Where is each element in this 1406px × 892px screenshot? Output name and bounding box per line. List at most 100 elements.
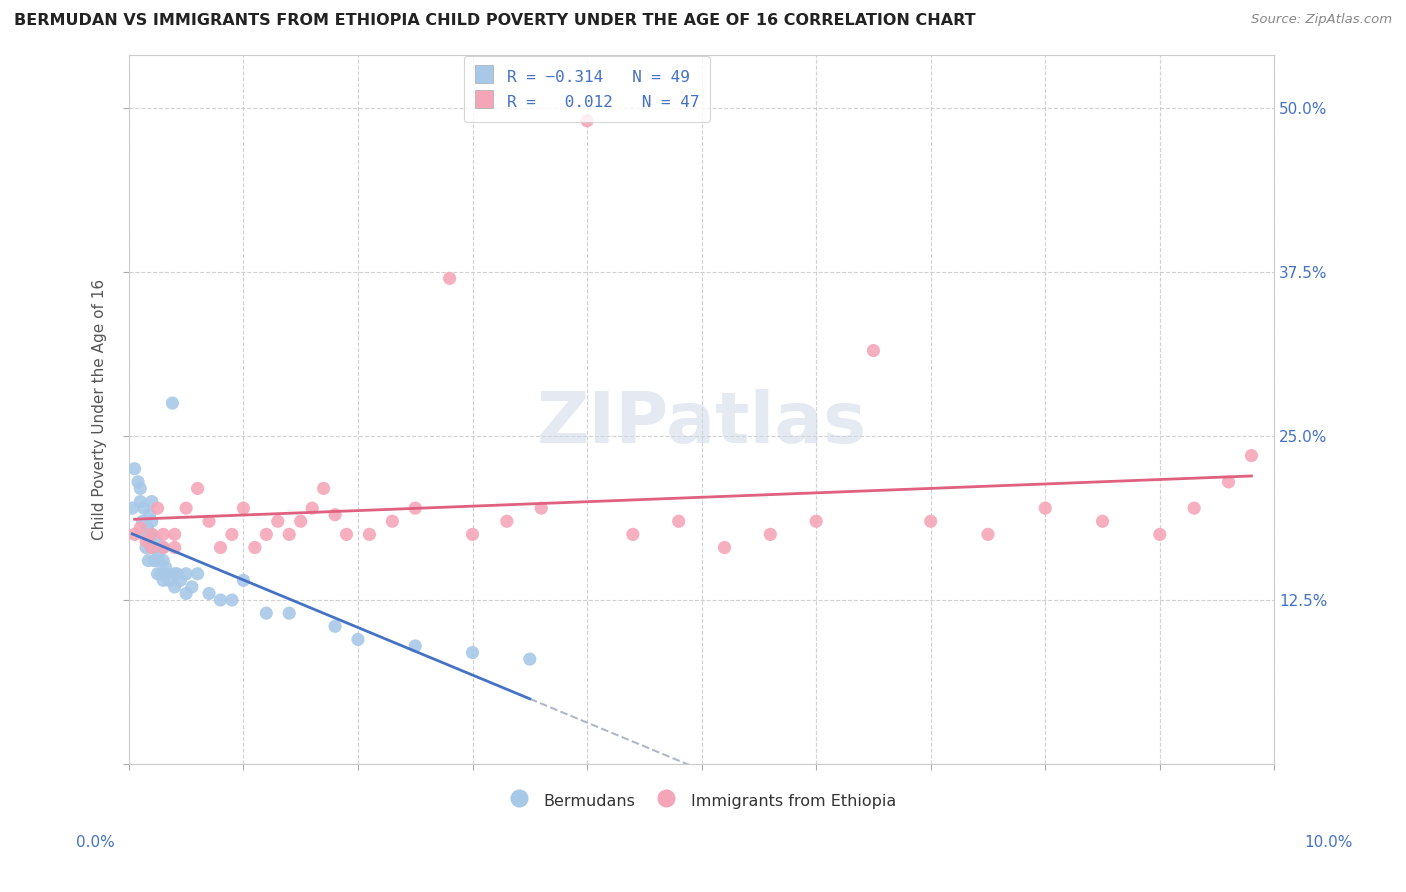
Point (221, 527, 243, 541)
Point (138, 508, 160, 522)
Point (461, 527, 484, 541)
Point (174, 586, 197, 600)
Point (148, 547, 170, 561)
Point (135, 533, 157, 548)
Point (129, 521, 152, 535)
Point (136, 554, 159, 568)
Point (163, 580, 186, 594)
Point (127, 475, 149, 489)
Point (146, 554, 169, 568)
Point (143, 554, 166, 568)
Point (141, 494, 163, 508)
Point (169, 574, 191, 588)
Text: 0.0%: 0.0% (76, 836, 115, 850)
Point (162, 396, 184, 410)
Point (243, 541, 266, 555)
Point (530, 501, 553, 516)
Point (152, 574, 174, 588)
Point (254, 606, 277, 620)
Point (323, 508, 346, 522)
Point (152, 554, 174, 568)
Point (141, 514, 163, 528)
Point (713, 541, 735, 555)
Point (157, 574, 180, 588)
Point (143, 541, 166, 555)
Point (496, 514, 519, 528)
Point (124, 527, 146, 541)
Point (461, 646, 484, 660)
Point (166, 566, 188, 581)
Point (152, 527, 174, 541)
Point (146, 501, 169, 516)
Point (187, 566, 209, 581)
Point (180, 580, 202, 594)
Point (404, 639, 426, 653)
Point (209, 593, 232, 607)
Point (254, 527, 277, 541)
Point (163, 566, 186, 581)
Point (576, 113, 599, 128)
Point (1240, 449, 1263, 463)
Point (862, 343, 884, 358)
Point (155, 560, 177, 574)
Point (163, 541, 186, 555)
Point (621, 527, 644, 541)
Point (290, 514, 312, 528)
Point (143, 533, 166, 548)
Point (141, 527, 163, 541)
Point (301, 501, 323, 516)
Point (232, 574, 254, 588)
Point (209, 541, 232, 555)
Text: BERMUDAN VS IMMIGRANTS FROM ETHIOPIA CHILD POVERTY UNDER THE AGE OF 16 CORRELATI: BERMUDAN VS IMMIGRANTS FROM ETHIOPIA CHI… (14, 13, 976, 29)
Point (129, 494, 152, 508)
Point (149, 566, 172, 581)
Point (198, 514, 221, 528)
Point (131, 514, 153, 528)
Point (187, 482, 209, 496)
Point (174, 566, 197, 581)
Point (136, 521, 159, 535)
Point (141, 527, 163, 541)
Point (668, 514, 690, 528)
Point (163, 527, 186, 541)
Point (1182, 501, 1205, 516)
Point (1149, 527, 1171, 541)
Point (335, 527, 357, 541)
Point (977, 527, 1000, 541)
Point (174, 501, 197, 516)
Point (381, 514, 404, 528)
Point (312, 482, 335, 496)
Point (278, 527, 301, 541)
Point (804, 514, 827, 528)
Point (141, 541, 163, 555)
Point (146, 566, 169, 581)
Point (347, 632, 370, 647)
Point (278, 606, 301, 620)
Point (1091, 514, 1114, 528)
Point (135, 527, 157, 541)
Text: ZIPatlas: ZIPatlas (537, 389, 866, 458)
Point (129, 482, 152, 496)
Point (920, 514, 942, 528)
Point (323, 619, 346, 633)
Point (439, 271, 461, 285)
Point (1033, 501, 1056, 516)
Point (267, 514, 290, 528)
Text: Source: ZipAtlas.com: Source: ZipAtlas.com (1251, 13, 1392, 27)
Point (152, 541, 174, 555)
Point (519, 652, 541, 666)
Point (121, 501, 143, 516)
Point (152, 541, 174, 555)
Point (232, 501, 254, 516)
Y-axis label: Child Poverty Under the Age of 16: Child Poverty Under the Age of 16 (93, 279, 107, 541)
Legend: Bermudans, Immigrants from Ethiopia: Bermudans, Immigrants from Ethiopia (501, 784, 903, 816)
Text: 10.0%: 10.0% (1305, 836, 1353, 850)
Point (139, 541, 162, 555)
Point (359, 527, 381, 541)
Point (221, 593, 243, 607)
Point (135, 541, 157, 555)
Point (759, 527, 782, 541)
Point (124, 461, 146, 475)
Point (198, 586, 221, 600)
Point (1218, 475, 1240, 489)
